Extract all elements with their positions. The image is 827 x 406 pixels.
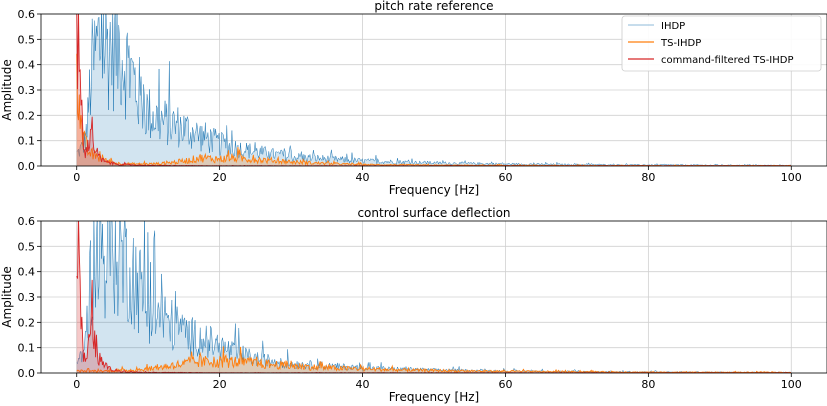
legend-box	[621, 15, 822, 72]
x-tick-label: 60	[498, 171, 512, 184]
series-line-ts-ihdp	[76, 346, 792, 373]
y-tick-label: 0.4	[18, 59, 36, 72]
x-tick-label: 20	[213, 171, 227, 184]
x-tick-label: 80	[641, 378, 655, 391]
y-axis-label: Amplitude	[0, 59, 14, 121]
tick-labels: 0 20 40 60 80 100 0.0 0.1 0.2 0.3 0.4 0.5 0.6	[18, 8, 802, 184]
y-axis-label: Amplitude	[0, 266, 14, 328]
chart-title: control surface deflection	[357, 206, 510, 220]
y-tick-label: 0.5	[18, 240, 36, 253]
plot-panel-pitch-rate-reference: 0 20 40 60 80 100 0.0 0.1 0.2 0.3 0.4 0.5 0.6 pitch …	[0, 0, 827, 197]
x-tick-label: 0	[73, 378, 80, 391]
legend-label-ihdp: IHDP	[661, 21, 685, 32]
x-tick-label: 100	[781, 171, 802, 184]
x-tick-label: 60	[498, 378, 512, 391]
y-tick-label: 0.6	[18, 215, 36, 228]
x-tick-label: 20	[213, 378, 227, 391]
y-tick-label: 0.2	[18, 109, 36, 122]
y-tick-label: 0.3	[18, 291, 36, 304]
y-tick-label: 0.0	[18, 160, 36, 173]
y-tick-label: 0.0	[18, 367, 36, 380]
y-tick-label: 0.1	[18, 135, 36, 148]
x-tick-label: 100	[781, 378, 802, 391]
legend-label-ts-ihdp: TS-IHDP	[660, 38, 701, 49]
plot-panel-control-surface-deflection: 0 20 40 60 80 100 0.0 0.1 0.2 0.3 0.4 0.5 0.6 contro…	[0, 206, 827, 404]
y-tick-label: 0.6	[18, 8, 36, 21]
legend-label-command-filtered: command-filtered TS-IHDP	[661, 55, 794, 66]
x-tick-label: 40	[356, 378, 370, 391]
chart-title: pitch rate reference	[374, 0, 493, 13]
y-tick-label: 0.5	[18, 33, 36, 46]
tick-labels: 0 20 40 60 80 100 0.0 0.1 0.2 0.3 0.4 0.5 0.6	[18, 215, 802, 391]
y-tick-label: 0.1	[18, 342, 36, 355]
x-axis-label: Frequency [Hz]	[389, 183, 480, 197]
x-tick-label: 0	[73, 171, 80, 184]
x-tick-label: 80	[641, 171, 655, 184]
y-tick-label: 0.4	[18, 266, 36, 279]
x-axis-label: Frequency [Hz]	[389, 390, 480, 404]
series-fill-ts-ihdp	[76, 346, 791, 373]
y-tick-label: 0.3	[18, 84, 36, 97]
legend: IHDP TS-IHDP command-filtered TS-IHDP	[621, 15, 822, 72]
series-fill-ihdp	[76, 14, 791, 166]
x-tick-label: 40	[356, 171, 370, 184]
series-fill-ihdp	[76, 221, 791, 373]
y-tick-label: 0.2	[18, 316, 36, 329]
